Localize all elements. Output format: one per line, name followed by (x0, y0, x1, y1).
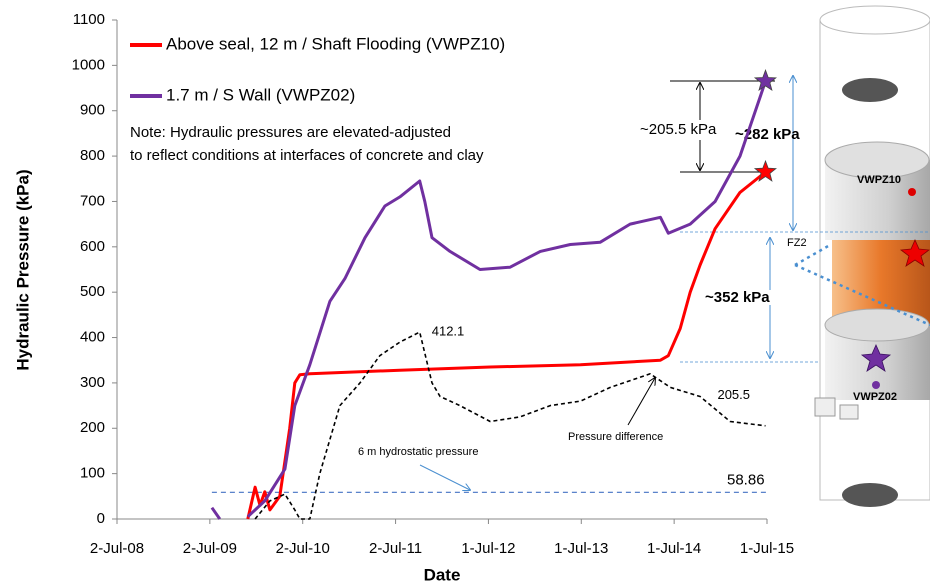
y-tick-label: 800 (80, 147, 105, 164)
series-line (210, 80, 767, 520)
zone-label: FZ2 (787, 237, 807, 249)
x-tick-label: 2-Jul-08 (90, 540, 144, 557)
x-tick-label: 1-Jul-14 (647, 540, 701, 557)
annotation: ~282 kPa (735, 126, 800, 143)
y-tick-label: 600 (80, 238, 105, 255)
y-axis-label: Hydraulic Pressure (kPa) (13, 169, 32, 370)
y-tick-label: 400 (80, 329, 105, 346)
y-tick-label: 200 (80, 419, 105, 436)
note: Note: Hydraulic pressures are elevated-a… (130, 124, 451, 141)
data-label: 205.5 (717, 387, 750, 402)
legend-label: 1.7 m / S Wall (VWPZ02) (166, 85, 355, 104)
legend-label: Above seal, 12 m / Shaft Flooding (VWPZ1… (166, 34, 505, 53)
end-marker (753, 159, 777, 182)
reference-label: 58.86 (727, 471, 765, 488)
y-tick-label: 100 (80, 465, 105, 482)
x-tick-label: 1-Jul-12 (461, 540, 515, 557)
x-tick-label: 2-Jul-09 (183, 540, 237, 557)
sensor-label: VWPZ10 (857, 174, 901, 186)
data-label: 412.1 (432, 323, 465, 338)
y-tick-label: 300 (80, 374, 105, 391)
x-tick-label: 2-Jul-11 (369, 540, 422, 557)
end-marker (753, 69, 777, 92)
y-tick-label: 1100 (73, 11, 105, 28)
brackets (419, 76, 930, 490)
y-tick-label: 0 (97, 510, 105, 527)
x-tick-label: 2-Jul-10 (276, 540, 330, 557)
y-tick-label: 900 (80, 102, 105, 119)
series-line (254, 331, 766, 520)
annotation: ~352 kPa (705, 289, 770, 306)
note: to reflect conditions at interfaces of c… (130, 147, 484, 164)
x-tick-label: 1-Jul-13 (554, 540, 608, 557)
sensor-label: VWPZ02 (853, 391, 897, 403)
y-tick-label: 1000 (72, 56, 105, 73)
annotation: 6 m hydrostatic pressure (358, 446, 478, 458)
y-tick-label: 700 (80, 192, 105, 209)
x-tick-label: 1-Jul-15 (740, 540, 794, 557)
annotation: Pressure difference (568, 431, 663, 443)
annotation: ~205.5 kPa (640, 121, 717, 138)
shaft-diagram: VWPZ10 VWPZ02 FZ2 (787, 5, 930, 507)
x-axis-label: Date (424, 565, 461, 584)
y-tick-label: 500 (80, 283, 105, 300)
